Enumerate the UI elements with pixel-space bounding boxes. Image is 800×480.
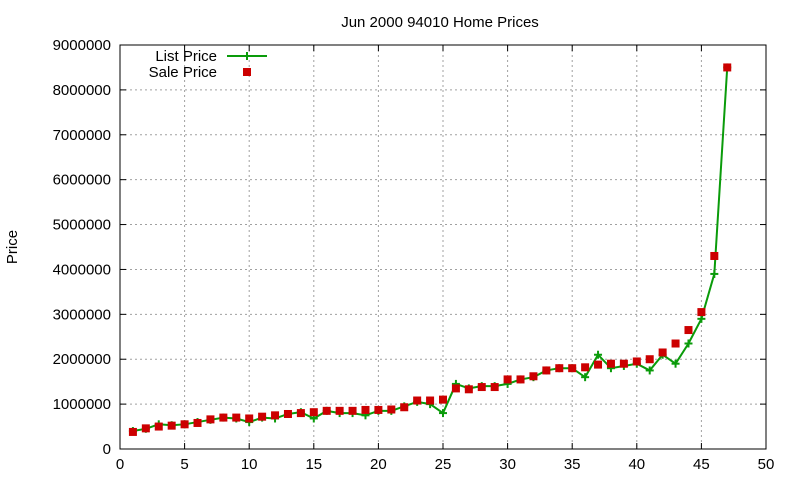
sale-price-point	[464, 385, 473, 394]
chart-title: Jun 2000 94010 Home Prices	[341, 14, 539, 31]
x-tick-label: 40	[628, 456, 645, 473]
x-tick-label: 20	[370, 456, 387, 473]
x-tick-label: 0	[116, 456, 124, 473]
y-tick-label: 5000000	[53, 217, 111, 234]
sale-price-point	[723, 63, 732, 72]
y-tick-label: 3000000	[53, 306, 111, 323]
x-tick-label: 30	[499, 456, 516, 473]
sale-price-point	[309, 408, 318, 417]
list-price-point	[645, 366, 654, 375]
sale-price-point	[128, 427, 137, 436]
sale-price-point	[451, 384, 460, 393]
sale-price-point	[193, 418, 202, 427]
sale-price-point	[555, 364, 564, 373]
sale-price-point	[697, 308, 706, 317]
series-layer	[128, 63, 732, 436]
sale-price-point	[632, 357, 641, 366]
sale-price-point	[258, 412, 267, 421]
list-price-point	[439, 409, 447, 418]
sale-price-point	[684, 326, 693, 335]
sale-price-point	[671, 339, 680, 348]
grid-lines	[120, 45, 766, 449]
sale-price-point	[167, 421, 176, 430]
sale-price-point	[529, 372, 538, 381]
plot-frame	[119, 44, 767, 450]
sale-price-point	[219, 413, 228, 422]
legend-marker-sale-price	[243, 68, 251, 76]
y-tick-label: 2000000	[53, 351, 111, 368]
list-price-line	[132, 67, 729, 433]
sale-price-point	[322, 406, 331, 415]
sale-price-point	[645, 355, 654, 364]
y-tick-label: 4000000	[53, 261, 111, 278]
sale-price-point	[245, 414, 254, 423]
x-tick-label: 50	[758, 456, 775, 473]
y-tick-label: 0	[103, 441, 111, 458]
list-price-point	[671, 359, 680, 368]
x-tick-label: 15	[305, 456, 322, 473]
sale-price-point	[232, 413, 241, 422]
sale-price-point	[296, 409, 305, 418]
x-tick-label: 10	[241, 456, 258, 473]
list-price-point	[581, 373, 590, 382]
sale-price-point	[490, 383, 499, 392]
tick-labels: 0 5 10 15 20 25 30 35 40 45 50 0 1000000 2000000 30000…	[53, 37, 775, 473]
x-tick-label: 5	[180, 456, 188, 473]
list-price-point	[697, 314, 706, 323]
sale-price-point	[477, 383, 486, 392]
sale-price-point	[619, 359, 628, 368]
x-tick-label: 25	[435, 456, 452, 473]
sale-price-point	[335, 406, 344, 415]
sale-price-point	[283, 409, 292, 418]
sale-price-point	[568, 364, 577, 373]
sale-price-point	[516, 375, 525, 384]
sale-price-point	[658, 348, 667, 357]
x-tick-label: 35	[564, 456, 581, 473]
sale-price-point	[374, 405, 383, 414]
x-tick-label: 45	[693, 456, 710, 473]
sale-price-point	[400, 403, 409, 412]
sale-price-point	[439, 395, 447, 404]
sale-price-point	[180, 420, 189, 429]
sale-price-point	[542, 366, 551, 375]
sale-price-point	[581, 363, 590, 372]
sale-price-point	[710, 251, 719, 260]
y-tick-label: 9000000	[53, 37, 111, 54]
sale-price-point	[387, 405, 396, 414]
sale-price-point	[141, 424, 150, 433]
legend-label-list-price: List Price	[155, 48, 217, 65]
list-price-point	[684, 339, 693, 348]
sale-price-point	[594, 360, 603, 369]
sale-price-point	[271, 411, 280, 420]
sale-price-point	[154, 422, 163, 431]
sale-price-point	[361, 405, 370, 414]
sale-price-point	[413, 396, 422, 405]
sale-price-point	[503, 375, 512, 384]
legend-label-sale-price: Sale Price	[149, 64, 217, 81]
list-price-point	[710, 269, 719, 278]
sale-price-point	[606, 359, 615, 368]
sale-price-point	[206, 415, 215, 424]
sale-price-point	[426, 396, 435, 405]
y-tick-label: 6000000	[53, 172, 111, 189]
sale-price-point	[348, 406, 357, 415]
y-tick-label: 8000000	[53, 82, 111, 99]
list-price-point	[594, 350, 603, 359]
y-tick-label: 1000000	[53, 396, 111, 413]
y-axis-label: Price	[4, 230, 21, 264]
y-tick-label: 7000000	[53, 127, 111, 144]
